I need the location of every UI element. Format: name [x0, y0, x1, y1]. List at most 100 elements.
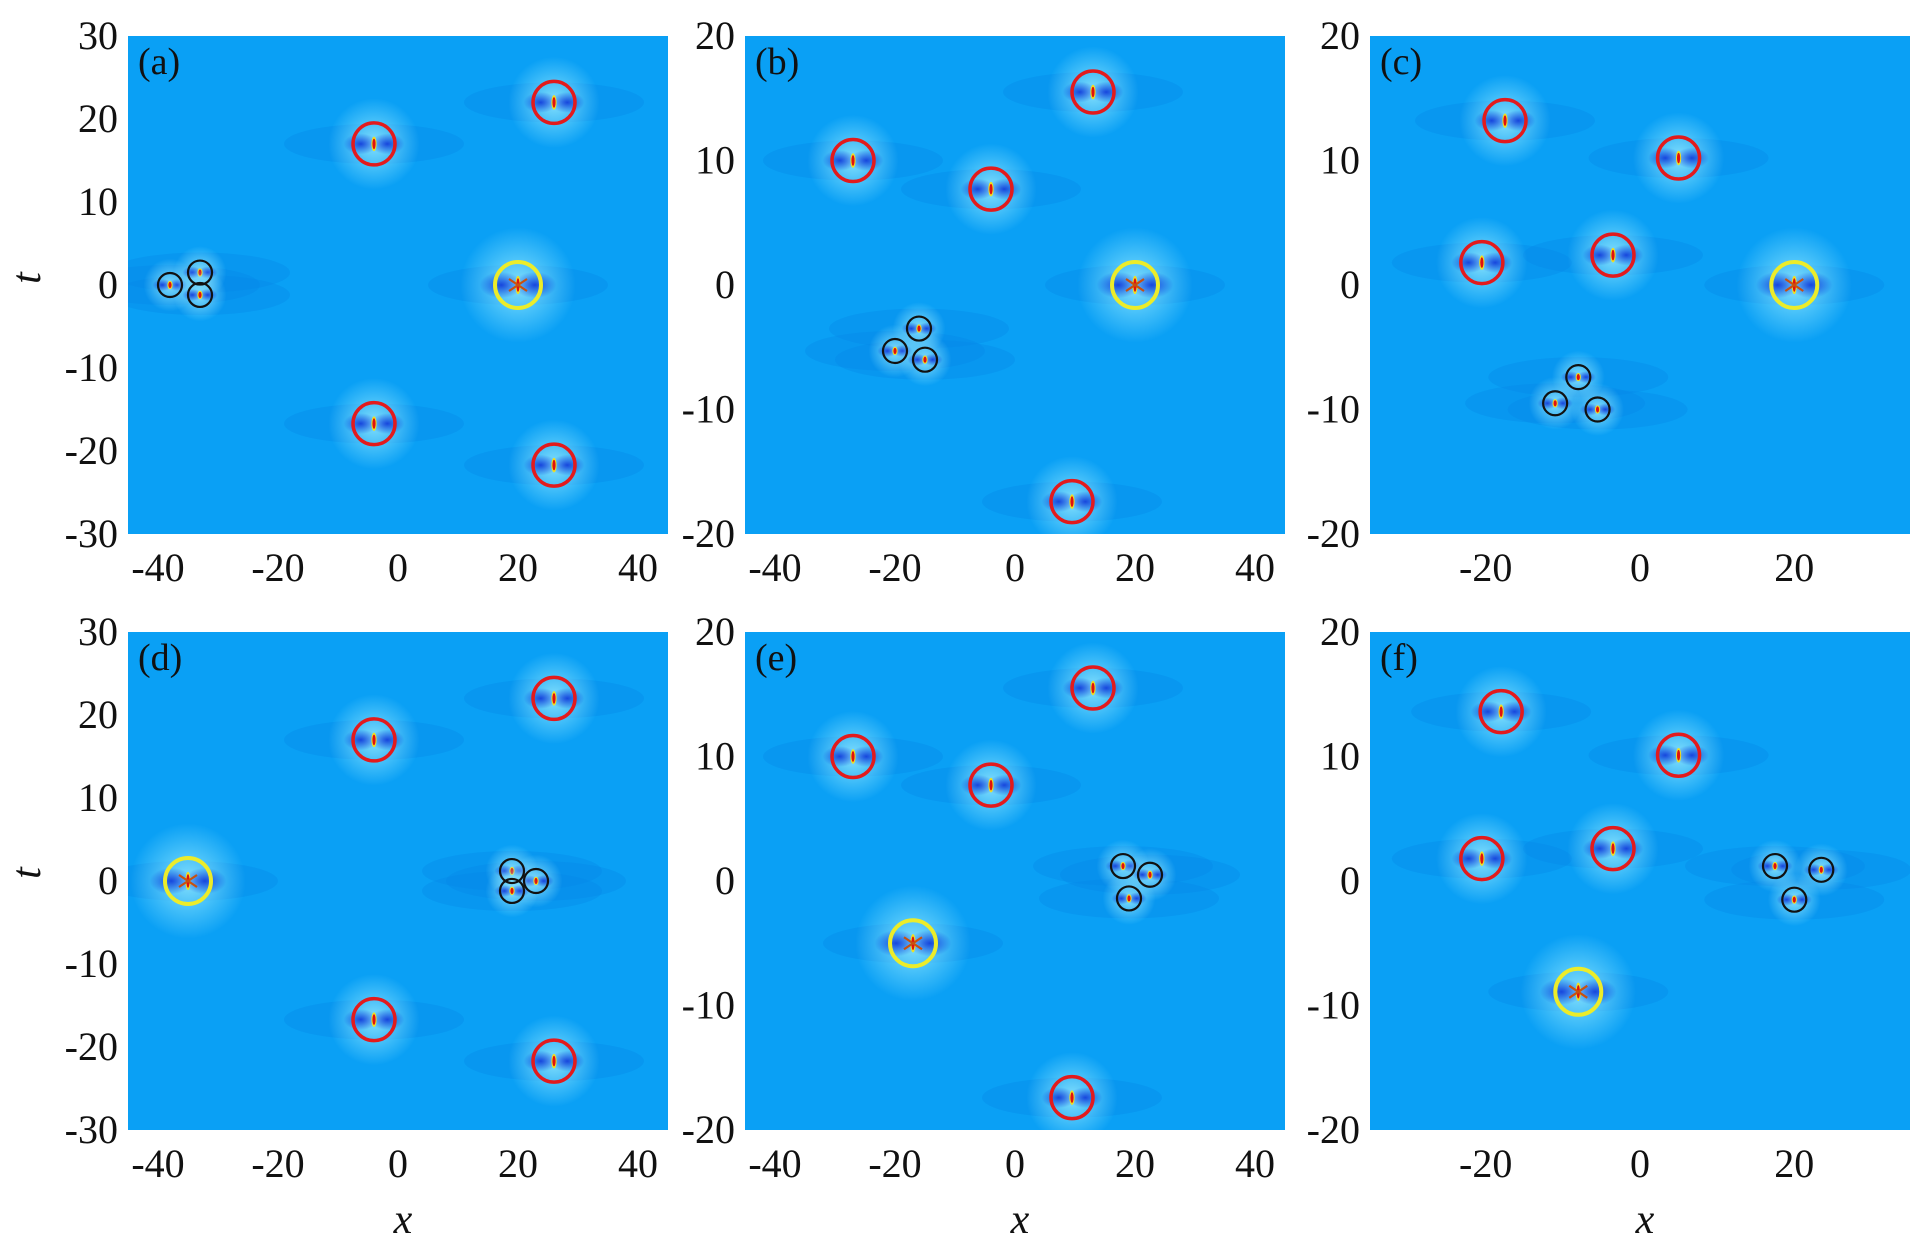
red-marker-ring — [351, 717, 397, 763]
yellow-marker-ring — [888, 918, 938, 969]
panel-e: (e) 20 10 0 -10 -20 -40 -20 0 20 40 — [682, 609, 1285, 1186]
red-marker-ring — [531, 1038, 577, 1084]
panel-f: (f) 20 10 0 -10 -20 -20 0 20 — [1307, 609, 1910, 1186]
x-tick-label: 0 — [1005, 1141, 1025, 1186]
red-marker-ring — [1070, 69, 1116, 115]
red-marker-ring — [1655, 135, 1702, 181]
red-marker-ring — [531, 675, 577, 722]
panel-label: (f) — [1380, 637, 1418, 679]
x-tick-label: -40 — [748, 1141, 801, 1186]
black-marker-ring — [1808, 856, 1835, 883]
peak-core — [372, 1014, 376, 1025]
peak-core — [1070, 1092, 1074, 1103]
peak-cross — [1784, 278, 1804, 292]
peak-lobe — [1789, 271, 1833, 299]
x-tick-label: -40 — [131, 545, 184, 590]
y-tick-label: 10 — [78, 179, 118, 224]
x-tick-label: -20 — [251, 1141, 304, 1186]
peak-core — [1819, 866, 1823, 873]
panel-b: (b) 20 10 0 -10 -20 -40 -20 0 20 40 — [682, 13, 1285, 590]
peak-core — [372, 418, 376, 429]
black-marker-ring — [905, 315, 933, 342]
peak-core — [1792, 896, 1796, 903]
black-marker-ring — [1565, 364, 1592, 391]
y-tick-label: 10 — [695, 734, 735, 779]
peak-lobe — [1539, 978, 1584, 1006]
x-tick-label: 20 — [1115, 545, 1155, 590]
red-marker-ring — [1459, 239, 1505, 286]
black-marker-ring — [498, 877, 526, 905]
peak-cross — [1568, 984, 1588, 999]
peak-core — [1676, 749, 1681, 761]
peak-cross — [508, 278, 528, 292]
peak-core — [1595, 406, 1600, 413]
peak-lobe — [1755, 271, 1800, 299]
red-marker-ring — [1049, 1074, 1095, 1121]
black-marker-ring — [522, 867, 550, 895]
peak-core — [1553, 400, 1557, 407]
peak-core — [1480, 853, 1484, 864]
peak-core — [1121, 862, 1125, 870]
y-tick-label: -10 — [1307, 983, 1360, 1028]
peak-core — [851, 751, 855, 762]
y-tick-label: -10 — [682, 387, 735, 432]
peak-core — [917, 325, 921, 332]
x-tick-label: -20 — [1459, 1141, 1512, 1186]
peak-lobe — [479, 271, 523, 299]
red-marker-ring — [351, 996, 397, 1043]
panel-label: (b) — [755, 41, 799, 83]
peak-core — [552, 693, 556, 704]
x-tick-label: 40 — [618, 1141, 658, 1186]
x-tick-label: 0 — [1005, 545, 1025, 590]
x-tick-label: 0 — [388, 545, 408, 590]
yellow-marker-ring — [1553, 966, 1604, 1017]
peak-lobe — [149, 867, 193, 895]
x-tick-label: 20 — [498, 1141, 538, 1186]
y-tick-label: -30 — [65, 1107, 118, 1152]
red-marker-ring — [1590, 825, 1636, 872]
black-marker-ring — [498, 857, 526, 885]
peak-lobe — [1573, 978, 1617, 1006]
peak-core — [1148, 871, 1152, 878]
red-marker-ring — [1070, 665, 1116, 711]
peak-core — [552, 1055, 556, 1067]
red-marker-ring — [531, 442, 577, 488]
peak-core — [1070, 496, 1074, 507]
peak-core — [510, 887, 514, 895]
red-marker-ring — [351, 121, 397, 167]
y-axis-label-bottom: t — [4, 866, 50, 879]
heatmap-field — [1391, 75, 1885, 436]
peak-core — [372, 138, 376, 150]
y-tick-label: 10 — [78, 775, 118, 820]
y-tick-label: 20 — [78, 96, 118, 141]
peak-core — [989, 779, 993, 791]
y-axis-label-top: t — [4, 271, 50, 284]
red-marker-ring — [1478, 688, 1524, 735]
x-tick-label: -20 — [868, 1141, 921, 1186]
x-axis-label-middle: x — [1010, 1197, 1030, 1243]
y-tick-label: 20 — [78, 692, 118, 737]
peak-lobe — [874, 930, 918, 957]
peak-core — [1676, 152, 1681, 164]
y-tick-label: -10 — [65, 941, 118, 986]
peak-core — [372, 734, 376, 746]
panel-c: (c) 20 10 0 -10 -20 -20 0 20 — [1307, 13, 1910, 590]
black-marker-ring — [186, 259, 214, 286]
panel-label: (e) — [755, 637, 797, 679]
black-marker-ring — [881, 337, 909, 365]
peak-core — [1611, 843, 1615, 854]
peak-core — [1091, 682, 1095, 694]
black-marker-ring — [1761, 852, 1789, 880]
red-marker-ring — [968, 762, 1014, 808]
y-tick-label: 0 — [98, 262, 118, 307]
yellow-marker-ring — [1769, 260, 1820, 310]
x-tick-label: 40 — [1235, 545, 1275, 590]
panel-label: (a) — [138, 41, 180, 83]
peak-core — [1576, 374, 1580, 381]
heatmap-field — [128, 56, 644, 511]
peak-lobe — [513, 271, 557, 299]
heatmap-field — [1391, 666, 1910, 1050]
yellow-marker-ring — [493, 260, 543, 310]
x-tick-label: 20 — [498, 545, 538, 590]
x-tick-label: 0 — [388, 1141, 408, 1186]
